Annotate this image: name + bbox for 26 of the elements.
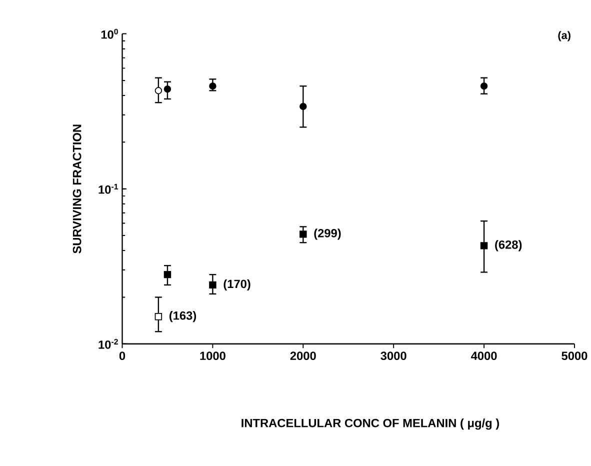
- annotation: (299): [314, 228, 341, 240]
- point: [154, 312, 162, 320]
- x-tick-label: 1000: [200, 352, 226, 360]
- x-axis-title: INTRACELLULAR CONC OF MELANIN ( μg/g ): [242, 418, 500, 430]
- point: [164, 85, 172, 93]
- x-tick-label: 0: [119, 352, 126, 360]
- point: [209, 281, 216, 288]
- point: [154, 86, 162, 94]
- x-tick-label: 5000: [562, 352, 588, 360]
- annotation: (170): [224, 279, 250, 290]
- point: [300, 230, 307, 238]
- y-axis-title: SURVIVING FRACTION: [72, 124, 82, 254]
- point: [209, 82, 216, 90]
- annotation: (a): [558, 31, 570, 42]
- y-tick-label: 10$^{0}$: [101, 28, 118, 39]
- x-tick-label: 3000: [380, 352, 406, 360]
- point: [300, 102, 307, 110]
- annotation: (628): [495, 240, 522, 252]
- point: [164, 270, 172, 278]
- y-tick-label: 10$^{-2}$: [98, 338, 118, 349]
- y-tick-label: 10$^{-1}$: [98, 184, 118, 194]
- point: [480, 242, 488, 250]
- x-tick-label: 2000: [290, 352, 316, 360]
- annotation: (163): [169, 311, 196, 322]
- point: [480, 82, 488, 90]
- x-tick-label: 4000: [471, 352, 497, 360]
